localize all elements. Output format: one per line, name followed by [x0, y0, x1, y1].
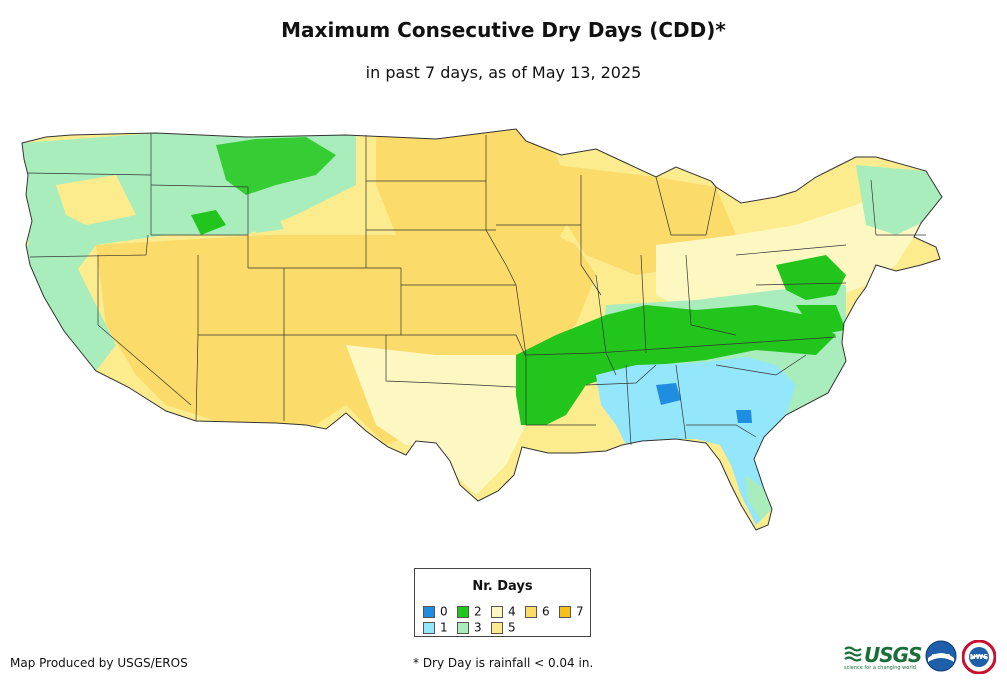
zone-5-oregon	[56, 175, 136, 225]
nws-emblem-icon	[961, 639, 997, 675]
zone-3-california	[26, 240, 116, 371]
boundary-wa-or	[27, 172, 152, 176]
us-outline	[21, 128, 943, 531]
cdd-fill	[22, 129, 942, 530]
legend-title: Nr. Days	[472, 579, 533, 594]
legend-swatch-0	[423, 605, 435, 618]
zone-3-new-england	[856, 165, 942, 235]
zone-2-mid-atlantic	[776, 255, 846, 300]
boundary-in-oh	[640, 254, 647, 354]
zone-3-south-florida	[746, 475, 772, 520]
boundary-ms	[585, 364, 657, 386]
legend-swatch-7	[559, 605, 571, 618]
legend-item-2: 2	[457, 604, 482, 619]
boundary-al-ga	[675, 364, 687, 440]
boundary-tn-ky	[595, 336, 837, 354]
legend-label-2: 2	[474, 604, 482, 619]
legend-swatch-4	[491, 605, 503, 618]
boundary-ca-nv	[97, 255, 192, 406]
legend-label-5: 5	[508, 620, 516, 635]
legend-label-7: 7	[576, 604, 584, 619]
legend-label-0: 0	[440, 604, 448, 619]
usgs-logo: USGS science for a changing world	[844, 643, 922, 671]
nws-wordmark: NWS	[969, 653, 989, 661]
boundary-ar-la	[525, 357, 596, 426]
legend-item-4: 4	[491, 604, 516, 619]
legend-item-5: 5	[491, 620, 516, 635]
zone-6-north-plains	[376, 129, 576, 245]
zone-0-georgia	[736, 410, 752, 423]
zone-2-virginia	[796, 305, 846, 335]
map-title: Maximum Consecutive Dry Days (CDD)*	[281, 18, 726, 42]
zone-2-idaho	[191, 210, 226, 235]
boundary-or-ca	[29, 234, 149, 258]
map-credit: Map Produced by USGS/EROS	[10, 656, 188, 670]
legend-label-6: 6	[542, 604, 550, 619]
boundary-pa-md	[755, 282, 847, 286]
legend-label-1: 1	[440, 620, 448, 635]
boundary-fl-ga	[686, 424, 757, 438]
legend-item-6: 6	[525, 604, 550, 619]
nws-logo: NWS	[961, 639, 997, 675]
zone-4-texas	[346, 345, 526, 495]
legend-swatch-2	[457, 605, 469, 618]
boundary-oh-wv	[685, 254, 737, 336]
boundary-il-in	[595, 274, 617, 376]
legend-item-1: 1	[423, 620, 448, 635]
noaa-wordmark: noaa	[931, 652, 951, 660]
dry-day-footnote: * Dry Day is rainfall < 0.04 in.	[413, 656, 594, 670]
us-map-svg	[21, 128, 943, 531]
legend-item-3: 3	[457, 620, 482, 635]
legend-swatch-5	[491, 621, 503, 634]
boundary-ks-ok	[386, 334, 527, 358]
legend-swatch-6	[525, 605, 537, 618]
legend-item-7: 7	[559, 604, 584, 619]
usgs-wordmark: USGS	[864, 643, 922, 667]
boundary-ms-al	[625, 364, 632, 446]
noaa-emblem-icon	[925, 640, 957, 672]
boundary-vt-nh	[870, 179, 877, 236]
boundary-pa-ny	[735, 244, 847, 256]
boundary-mt-wy	[150, 184, 249, 268]
zone-1-southeast	[596, 357, 796, 525]
cdd-map	[16, 125, 946, 540]
zone-6-central	[96, 215, 596, 445]
boundary-sc-nc	[715, 354, 807, 376]
zone-2-montana	[216, 137, 336, 195]
legend: Nr. Days 0 1 2 3 4 5 6 7	[414, 568, 591, 637]
map-subtitle: in past 7 days, as of May 13, 2025	[365, 63, 642, 82]
boundary-ok-tx	[385, 335, 517, 388]
usgs-wave-icon	[844, 646, 862, 662]
zone-3-wyoming	[246, 213, 284, 233]
boundary-wi-il	[580, 175, 602, 296]
legend-label-3: 3	[474, 620, 482, 635]
zone-0-alabama	[656, 383, 681, 405]
boundary-mo	[515, 284, 597, 356]
state-boundaries	[27, 133, 926, 446]
legend-swatch-3	[457, 621, 469, 634]
zone-2-mid-south	[516, 305, 836, 425]
legend-label-4: 4	[508, 604, 516, 619]
legend-item-0: 0	[423, 604, 448, 619]
usgs-tagline: science for a changing world	[844, 665, 916, 671]
boundary-michigan	[655, 176, 717, 236]
noaa-logo: noaa	[925, 640, 957, 672]
legend-swatch-1	[423, 621, 435, 634]
boundary-mn-ia	[485, 135, 517, 286]
